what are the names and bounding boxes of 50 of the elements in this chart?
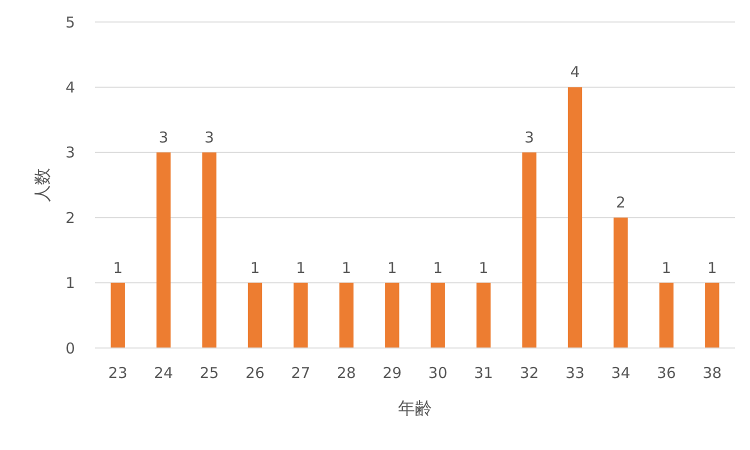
x-tick-label: 30: [428, 364, 448, 382]
x-tick-label: 38: [702, 364, 722, 382]
x-tick-label: 32: [520, 364, 539, 382]
x-axis-title: 年齢: [398, 399, 432, 419]
bar: [659, 282, 674, 348]
x-tick-label: 26: [245, 364, 265, 382]
x-tick-label: 29: [382, 364, 402, 382]
x-tick-label: 31: [474, 364, 494, 382]
data-label: 1: [296, 258, 306, 277]
data-label: 1: [250, 258, 260, 277]
data-label: 1: [478, 258, 488, 277]
x-tick-label: 24: [154, 364, 174, 382]
x-tick-label: 27: [291, 364, 310, 382]
x-tick-label: 36: [656, 364, 676, 382]
bar: [110, 282, 125, 348]
bar: [202, 152, 216, 348]
bar: [476, 282, 491, 348]
data-label: 1: [342, 258, 352, 277]
y-tick-label: 4: [65, 78, 75, 96]
bar: [614, 218, 628, 348]
bar: [248, 282, 262, 348]
data-label: 1: [387, 258, 397, 277]
data-label: 4: [570, 63, 580, 82]
data-label: 2: [616, 194, 626, 212]
bar: [156, 152, 171, 348]
y-tick-label: 0: [65, 339, 75, 358]
x-tick-label: 28: [336, 364, 356, 382]
y-tick-label: 5: [65, 13, 75, 32]
bar: [339, 282, 354, 348]
bar: [430, 282, 445, 348]
bar: [294, 282, 308, 348]
data-label: 3: [204, 128, 214, 146]
data-label: 3: [524, 128, 534, 146]
data-label: 1: [113, 258, 123, 277]
data-label: 1: [433, 258, 443, 277]
y-tick-label: 2: [65, 208, 75, 227]
bar: [568, 87, 582, 348]
x-tick-label: 25: [200, 364, 219, 382]
data-label: 3: [158, 128, 168, 146]
data-label: 1: [662, 258, 672, 277]
y-tick-label: 1: [65, 274, 75, 292]
x-tick-label: 33: [565, 364, 585, 382]
bar: [705, 282, 720, 348]
y-axis-title: 人数: [33, 168, 53, 202]
x-tick-label: 23: [108, 364, 128, 382]
bar: [385, 282, 400, 348]
x-tick-label: 34: [611, 364, 630, 382]
y-tick-label: 3: [65, 144, 75, 162]
data-label: 1: [707, 258, 717, 277]
bar: [522, 152, 536, 348]
